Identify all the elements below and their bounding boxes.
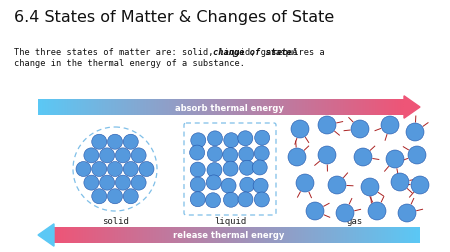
Circle shape bbox=[99, 175, 115, 190]
Circle shape bbox=[189, 145, 205, 161]
Text: absorb thermal energy: absorb thermal energy bbox=[175, 103, 284, 112]
Circle shape bbox=[240, 177, 255, 193]
Circle shape bbox=[131, 148, 146, 163]
Circle shape bbox=[99, 148, 115, 163]
Text: release thermal energy: release thermal energy bbox=[173, 231, 285, 240]
Text: requires a: requires a bbox=[267, 48, 325, 57]
Circle shape bbox=[351, 120, 369, 138]
Text: 6.4 States of Matter & Changes of State: 6.4 States of Matter & Changes of State bbox=[14, 10, 334, 25]
Text: liquid: liquid bbox=[214, 217, 246, 226]
Circle shape bbox=[84, 148, 99, 163]
Text: change in the thermal energy of a substance.: change in the thermal energy of a substa… bbox=[14, 59, 245, 68]
Polygon shape bbox=[404, 97, 420, 119]
Circle shape bbox=[239, 147, 254, 162]
Circle shape bbox=[123, 135, 138, 150]
Circle shape bbox=[92, 162, 107, 177]
Circle shape bbox=[411, 176, 429, 194]
Circle shape bbox=[207, 131, 222, 146]
Circle shape bbox=[398, 204, 416, 222]
Circle shape bbox=[92, 135, 107, 150]
Circle shape bbox=[207, 147, 222, 162]
Circle shape bbox=[223, 162, 238, 176]
Circle shape bbox=[190, 163, 205, 177]
Circle shape bbox=[238, 131, 253, 146]
Circle shape bbox=[254, 192, 269, 207]
Circle shape bbox=[206, 175, 221, 190]
Circle shape bbox=[221, 178, 236, 194]
Circle shape bbox=[296, 174, 314, 192]
Circle shape bbox=[238, 192, 253, 207]
Polygon shape bbox=[38, 224, 54, 246]
Text: change of state: change of state bbox=[213, 48, 292, 57]
Circle shape bbox=[336, 204, 354, 222]
Circle shape bbox=[108, 162, 122, 177]
Circle shape bbox=[381, 116, 399, 135]
Circle shape bbox=[76, 162, 91, 177]
Circle shape bbox=[84, 175, 99, 190]
Circle shape bbox=[206, 193, 220, 208]
Circle shape bbox=[252, 160, 267, 175]
Circle shape bbox=[354, 148, 372, 166]
Circle shape bbox=[207, 163, 222, 178]
Text: The three states of matter are: solid, liquid, gas.  A: The three states of matter are: solid, l… bbox=[14, 48, 303, 57]
Circle shape bbox=[318, 116, 336, 135]
Circle shape bbox=[123, 189, 138, 204]
Circle shape bbox=[368, 202, 386, 220]
Circle shape bbox=[131, 175, 146, 190]
Circle shape bbox=[224, 193, 239, 207]
Circle shape bbox=[255, 131, 270, 146]
Circle shape bbox=[361, 178, 379, 196]
Circle shape bbox=[92, 189, 107, 204]
Circle shape bbox=[254, 146, 269, 161]
Circle shape bbox=[190, 192, 205, 207]
Circle shape bbox=[406, 123, 424, 141]
Circle shape bbox=[139, 162, 154, 177]
Circle shape bbox=[190, 177, 205, 192]
Circle shape bbox=[288, 148, 306, 166]
Circle shape bbox=[318, 146, 336, 164]
Circle shape bbox=[123, 162, 138, 177]
Text: gas: gas bbox=[347, 217, 363, 226]
Circle shape bbox=[386, 150, 404, 168]
Text: solid: solid bbox=[102, 217, 128, 226]
Circle shape bbox=[108, 189, 122, 204]
Circle shape bbox=[391, 173, 409, 191]
Circle shape bbox=[224, 133, 239, 148]
Circle shape bbox=[115, 175, 130, 190]
Circle shape bbox=[408, 146, 426, 164]
Circle shape bbox=[306, 202, 324, 220]
Circle shape bbox=[115, 148, 130, 163]
Circle shape bbox=[223, 148, 238, 163]
Circle shape bbox=[191, 133, 206, 148]
Circle shape bbox=[239, 161, 254, 176]
Circle shape bbox=[108, 135, 122, 150]
Circle shape bbox=[253, 178, 268, 194]
Circle shape bbox=[291, 120, 309, 138]
Circle shape bbox=[328, 176, 346, 194]
